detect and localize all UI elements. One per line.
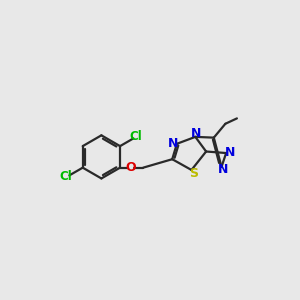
Text: O: O [125,161,136,174]
Text: Cl: Cl [59,169,72,183]
Text: S: S [189,167,198,180]
Text: Cl: Cl [129,130,142,143]
Text: N: N [191,127,201,140]
Text: N: N [225,146,235,159]
Text: N: N [168,136,178,149]
Text: N: N [218,164,228,176]
